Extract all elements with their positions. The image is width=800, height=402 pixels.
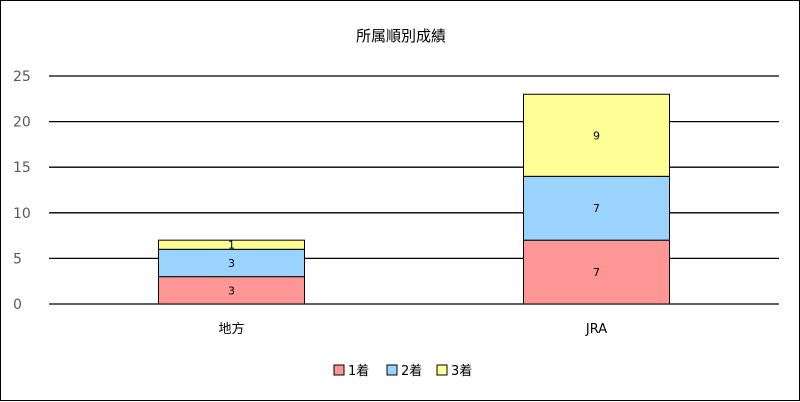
bars: 3 3 1 7 7 9: [158, 93, 670, 305]
data-label: 7: [593, 266, 600, 279]
legend-swatch: [333, 364, 345, 376]
data-label: 1: [228, 239, 235, 252]
data-label: 7: [593, 202, 600, 215]
y-axis-ticks: 0 5 10 15 20 25: [13, 69, 31, 313]
legend-label: 1着: [348, 363, 369, 379]
legend-label: 2着: [401, 363, 422, 379]
y-tick-label: 10: [13, 206, 31, 222]
data-label: 3: [228, 257, 235, 270]
bar-segment: [158, 239, 305, 250]
y-tick-label: 20: [13, 115, 31, 131]
bar-segment: [158, 248, 305, 278]
bar-segment: [523, 93, 670, 177]
y-tick-label: 0: [13, 297, 22, 313]
x-axis-categories: 地方 JRA: [218, 321, 607, 337]
legend: 1着 2着 3着: [333, 363, 472, 379]
data-label: 3: [228, 284, 235, 297]
chart-title: 所属順別成績: [356, 27, 446, 45]
x-category-label: 地方: [218, 321, 244, 337]
x-category-label: JRA: [585, 322, 607, 337]
y-tick-label: 5: [13, 251, 22, 267]
legend-swatch: [386, 364, 398, 376]
y-tick-label: 25: [13, 69, 31, 85]
y-tick-label: 15: [13, 160, 31, 176]
bar-segment: [523, 239, 670, 305]
legend-label: 3着: [451, 363, 472, 379]
bar-segment: [158, 276, 305, 305]
legend-swatch: [436, 364, 448, 376]
data-label: 9: [593, 129, 600, 142]
